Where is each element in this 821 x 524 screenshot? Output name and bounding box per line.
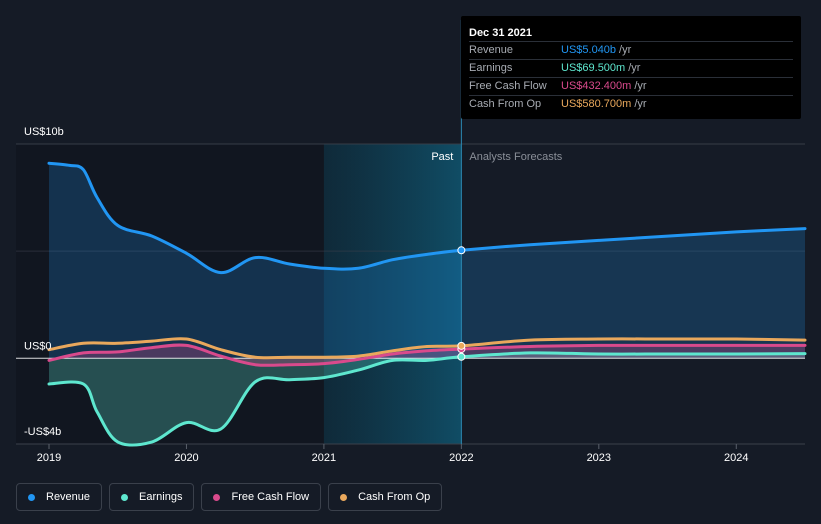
tooltip: Dec 31 2021 Revenue US$5.040b/yr Earnings U… <box>461 16 801 119</box>
x-axis-ticks: 2019 2020 2021 2022 2023 2024 <box>37 444 749 464</box>
y-axis-label: US$10b <box>24 126 64 138</box>
x-tick-label: 2023 <box>587 452 611 464</box>
tooltip-series-name: Cash From Op <box>469 98 542 110</box>
legend-item-earnings[interactable]: Earnings <box>109 483 195 511</box>
tooltip-series-name: Earnings <box>469 62 513 74</box>
earnings-marker <box>457 352 466 361</box>
legend: Revenue Earnings Free Cash Flow Cash From O… <box>16 483 443 511</box>
legend-label: Revenue <box>46 491 91 503</box>
tooltip-unit: /yr <box>619 44 632 56</box>
tooltip-rows: Revenue US$5.040b/yr Earnings US$69.500m/yr… <box>469 41 793 113</box>
legend-item-cash-from-op[interactable]: Cash From Op <box>328 483 443 511</box>
x-tick-label: 2021 <box>312 452 336 464</box>
free-cash-flow-line <box>47 343 807 367</box>
series-markers <box>457 246 466 361</box>
forecast-label: Analysts Forecasts <box>469 151 562 163</box>
tooltip-series-value: US$432.400m <box>561 80 632 92</box>
legend-label: Cash From Op <box>358 491 431 503</box>
x-tick-label: 2024 <box>724 452 748 464</box>
highlighted-period <box>323 144 462 444</box>
y-axis-labels: US$10b US$0 -US$4b <box>24 126 64 438</box>
y-axis-label: US$0 <box>24 340 52 352</box>
revenue-marker <box>457 246 466 255</box>
tooltip-series-value: US$69.500m <box>561 62 626 74</box>
legend-item-free-cash-flow[interactable]: Free Cash Flow <box>201 483 322 511</box>
revenue-line <box>47 161 807 275</box>
legend-label: Earnings <box>139 491 183 503</box>
legend-dot-icon <box>213 493 221 501</box>
series-lines <box>47 161 807 447</box>
earnings-line <box>47 351 807 447</box>
revenue-area <box>49 163 805 359</box>
cash-from-op-line <box>47 337 807 360</box>
tooltip-date: Dec 31 2021 <box>469 27 532 39</box>
tooltip-series-value: US$5.040b <box>561 44 617 56</box>
past-label: Past <box>431 151 453 163</box>
tooltip-series-name: Free Cash Flow <box>469 80 547 92</box>
legend-label: Free Cash Flow <box>231 491 310 503</box>
tooltip-unit: /yr <box>628 62 641 74</box>
tooltip-series-value: US$580.700m <box>561 98 632 110</box>
y-axis-label: -US$4b <box>24 426 61 438</box>
tooltip-row-earnings: Earnings US$69.500m/yr <box>469 59 793 77</box>
x-tick-label: 2022 <box>449 452 473 464</box>
legend-item-revenue[interactable]: Revenue <box>16 483 103 511</box>
legend-dot-icon <box>121 493 129 501</box>
legend-dot-icon <box>340 493 348 501</box>
legend-dot-icon <box>28 493 35 501</box>
tooltip-unit: /yr <box>634 80 647 92</box>
tooltip-series-name: Revenue <box>469 44 514 56</box>
x-tick-label: 2019 <box>37 452 61 464</box>
tooltip-row-free-cash-flow: Free Cash Flow US$432.400m/yr <box>469 77 793 95</box>
earnings-area <box>49 352 805 446</box>
tooltip-row-revenue: Revenue US$5.040b/yr <box>469 41 793 59</box>
x-tick-label: 2020 <box>174 452 198 464</box>
cash-from-op-marker <box>457 341 466 350</box>
tooltip-unit: /yr <box>634 98 647 110</box>
tooltip-row-cash-from-op: Cash From Op US$580.700m/yr <box>469 95 793 113</box>
